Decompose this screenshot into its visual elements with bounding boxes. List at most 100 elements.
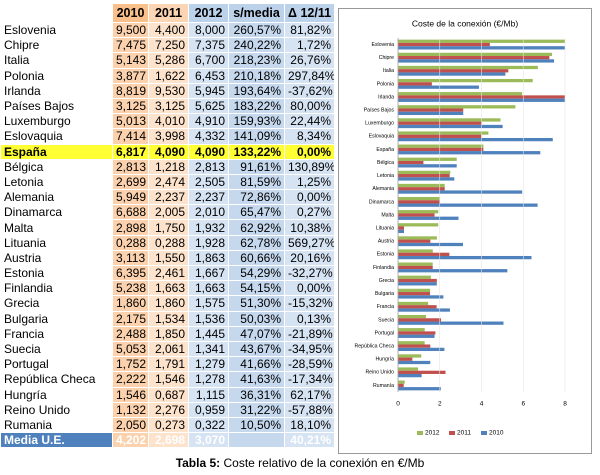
y-tick-label: Hungría	[376, 357, 395, 363]
y-tick-label: Dinamarca	[369, 199, 394, 205]
bar	[398, 137, 553, 142]
value-cell: 1,25%	[284, 173, 335, 191]
footer-cell: 3,070	[188, 432, 229, 449]
data-table: 2010 2011 2012 s/media Δ 12/11 Eslovenia 9,50…	[0, 3, 335, 449]
table-row: República Checa 2,222 1,546 1,278 41,63% -17,…	[0, 371, 335, 388]
country-cell: Italia	[0, 52, 113, 69]
header-cell: 2012	[188, 3, 229, 23]
bar	[398, 255, 532, 260]
value-cell: 260,57%	[228, 21, 285, 39]
value-cell: 1,72%	[284, 37, 335, 54]
table-row: Dinamarca 6,688 2,005 2,010 65,47% 0,27%	[0, 204, 335, 221]
value-cell: 6,688	[112, 204, 149, 221]
value-cell: 0,322	[188, 416, 229, 434]
value-cell: 0,27%	[284, 204, 335, 221]
value-cell: 1,928	[188, 234, 229, 251]
table-row: Irlanda 8,819 9,530 5,945 193,64% -37,62%	[0, 82, 335, 99]
bar	[398, 383, 404, 388]
table-row: Francia 2,488 1,850 1,445 47,07% -21,89%	[0, 325, 335, 342]
value-cell: 3,125	[112, 97, 149, 115]
value-cell: 1,663	[148, 280, 189, 297]
table-row: Bulgaria 2,175 1,534 1,536 50,03% 0,13%	[0, 310, 335, 327]
value-cell: 5,625	[188, 97, 229, 115]
value-cell: 1,550	[148, 249, 189, 267]
value-cell: 6,395	[112, 264, 149, 282]
value-cell: 2,050	[112, 416, 149, 434]
value-cell: 10,50%	[228, 416, 285, 434]
value-cell: 2,505	[188, 173, 229, 191]
bar	[398, 282, 437, 286]
bar	[398, 249, 433, 253]
value-cell: 0,13%	[284, 310, 335, 327]
value-cell: 2,898	[112, 219, 149, 236]
y-tick-label: Luxemburgo	[365, 121, 394, 127]
table-row: Luxemburgo 5,013 4,010 4,910 159,93% 22,44%	[0, 113, 335, 130]
value-cell: -37,62%	[284, 82, 335, 99]
bar	[398, 357, 413, 361]
bar	[398, 354, 422, 358]
bar	[398, 295, 444, 299]
bar	[398, 262, 433, 266]
table-row: Rumania 2,050 0,273 0,322 10,50% 18,10%	[0, 416, 335, 434]
value-cell: 1,546	[148, 371, 189, 388]
table-row: Finlandia 5,238 1,663 1,663 54,15% 0,00%	[0, 280, 335, 297]
header-cell: Δ 12/11	[284, 3, 335, 23]
value-cell: 2,010	[188, 204, 229, 221]
table-row: Eslovenia 9,500 4,400 8,000 260,57% 81,82%	[0, 21, 335, 39]
value-cell: 2,488	[112, 325, 149, 342]
y-tick-label: Finlandia	[373, 265, 394, 271]
bar	[398, 252, 450, 256]
bar	[398, 321, 504, 325]
value-cell: 1,863	[188, 249, 229, 267]
value-cell: 62,78%	[228, 234, 285, 251]
value-cell: 1,663	[188, 280, 229, 297]
table-row: Lituania 0,288 0,288 1,928 62,78% 569,27%	[0, 234, 335, 251]
value-cell: 2,237	[188, 189, 229, 206]
value-cell: 1,536	[188, 310, 229, 327]
bar	[398, 69, 509, 73]
country-cell: Países Bajos	[0, 97, 113, 115]
country-cell: Alemania	[0, 189, 113, 206]
bar	[398, 46, 565, 50]
value-cell: 210,18%	[228, 67, 285, 84]
value-cell: 47,07%	[228, 325, 285, 342]
header-cell: 2010	[112, 3, 149, 23]
value-cell: 1,132	[112, 401, 149, 418]
table-row: Suecia 5,053 2,061 1,341 43,67% -34,95%	[0, 340, 335, 358]
value-cell: 9,530	[148, 82, 189, 99]
value-cell: 2,276	[148, 401, 189, 418]
y-tick-label: Eslovaquia	[369, 134, 394, 140]
table-row: Chipre 7,475 7,250 7,375 240,22% 1,72%	[0, 37, 335, 54]
value-cell: 7,414	[112, 128, 149, 145]
country-cell: Francia	[0, 325, 113, 342]
country-cell: Polonia	[0, 67, 113, 84]
x-tick-label: 0	[396, 401, 400, 408]
value-cell: 4,010	[148, 113, 189, 130]
country-cell: Eslovenia	[0, 21, 113, 39]
x-tick-label: 4	[480, 401, 484, 408]
value-cell: 4,332	[188, 128, 229, 145]
y-tick-label: República Checa	[354, 343, 394, 349]
value-cell: 31,22%	[228, 401, 285, 418]
x-tick-label: 2	[438, 401, 442, 408]
table-row: Polonia 3,877 1,622 6,453 210,18% 297,84%	[0, 67, 335, 84]
value-cell: 54,29%	[228, 264, 285, 282]
y-tick-label: Letonia	[377, 173, 394, 179]
table-row: Italia 5,143 5,286 6,700 218,23% 26,76%	[0, 52, 335, 69]
value-cell: 6,817	[112, 143, 149, 160]
y-tick-label: Grecia	[379, 278, 394, 284]
value-cell: 3,125	[148, 97, 189, 115]
bar	[398, 190, 523, 194]
bar	[398, 213, 435, 217]
bar	[398, 92, 523, 96]
country-cell: Austria	[0, 249, 113, 267]
value-cell: 65,47%	[228, 204, 285, 221]
bar	[398, 78, 533, 83]
bar	[398, 236, 437, 240]
value-cell: 133,22%	[228, 143, 285, 160]
bar	[398, 242, 463, 247]
value-cell: 0,959	[188, 401, 229, 418]
value-cell: 0,00%	[284, 280, 335, 297]
bar	[398, 331, 436, 335]
y-tick-label: Malta	[381, 212, 394, 218]
